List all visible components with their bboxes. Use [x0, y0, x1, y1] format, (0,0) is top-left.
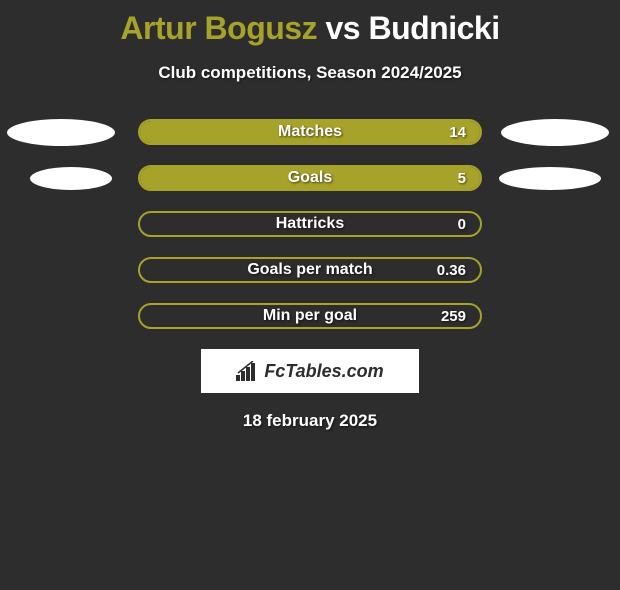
subtitle: Club competitions, Season 2024/2025 — [0, 63, 620, 83]
stat-value: 259 — [441, 308, 466, 325]
title-player1: Artur Bogusz — [120, 10, 317, 46]
stat-bar: Goals per match0.36 — [138, 257, 482, 283]
stats-rows: Matches14 Goals5 Hattricks0 Goals per match… — [0, 119, 620, 329]
stat-label: Min per goal — [140, 307, 480, 325]
right-ellipse — [499, 167, 601, 190]
title-player2: Budnicki — [368, 10, 499, 46]
stat-bar: Matches14 — [138, 119, 482, 145]
page-title: Artur Bogusz vs Budnicki — [0, 10, 620, 47]
stat-row: Matches14 — [0, 119, 620, 145]
brand-text: FcTables.com — [264, 361, 383, 382]
stat-label: Matches — [140, 123, 480, 141]
stat-value: 0.36 — [437, 262, 466, 279]
stat-row: Goals per match0.36 — [0, 257, 620, 283]
left-ellipse — [30, 167, 112, 190]
stat-value: 14 — [449, 124, 466, 141]
date-text: 18 february 2025 — [0, 411, 620, 431]
stat-row: Min per goal259 — [0, 303, 620, 329]
stat-value: 0 — [458, 216, 466, 233]
stat-label: Goals — [140, 169, 480, 187]
stat-label: Hattricks — [140, 215, 480, 233]
left-ellipse — [7, 119, 115, 146]
chart-icon — [236, 361, 258, 381]
right-ellipse — [501, 119, 609, 146]
title-vs: vs — [317, 10, 368, 46]
stat-bar: Goals5 — [138, 165, 482, 191]
stat-value: 5 — [458, 170, 466, 187]
stat-bar: Min per goal259 — [138, 303, 482, 329]
brand-box[interactable]: FcTables.com — [201, 349, 419, 393]
stat-row: Hattricks0 — [0, 211, 620, 237]
stat-bar: Hattricks0 — [138, 211, 482, 237]
stat-label: Goals per match — [140, 261, 480, 279]
stat-row: Goals5 — [0, 165, 620, 191]
